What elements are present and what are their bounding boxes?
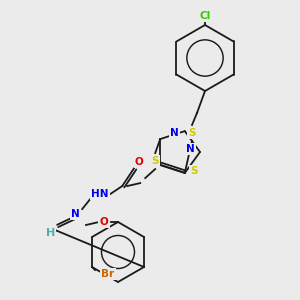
Text: S: S	[190, 166, 197, 176]
Text: N: N	[71, 209, 80, 219]
Text: H: H	[46, 228, 55, 238]
Text: Br: Br	[101, 269, 115, 279]
Text: Cl: Cl	[200, 11, 211, 21]
Text: HN: HN	[92, 189, 109, 199]
Text: S: S	[152, 156, 159, 166]
Text: O: O	[100, 217, 108, 227]
Text: N: N	[170, 128, 179, 138]
Text: O: O	[135, 157, 144, 167]
Text: S: S	[188, 128, 196, 138]
Text: N: N	[186, 144, 194, 154]
